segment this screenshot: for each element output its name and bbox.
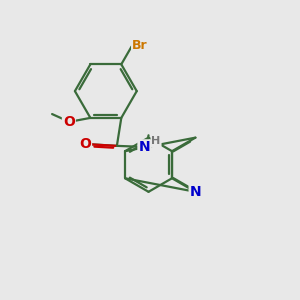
Text: Br: Br	[132, 38, 148, 52]
Text: H: H	[152, 136, 161, 146]
Text: O: O	[63, 115, 75, 129]
Text: N: N	[190, 185, 201, 199]
Text: N: N	[138, 140, 150, 154]
Text: O: O	[79, 137, 91, 152]
